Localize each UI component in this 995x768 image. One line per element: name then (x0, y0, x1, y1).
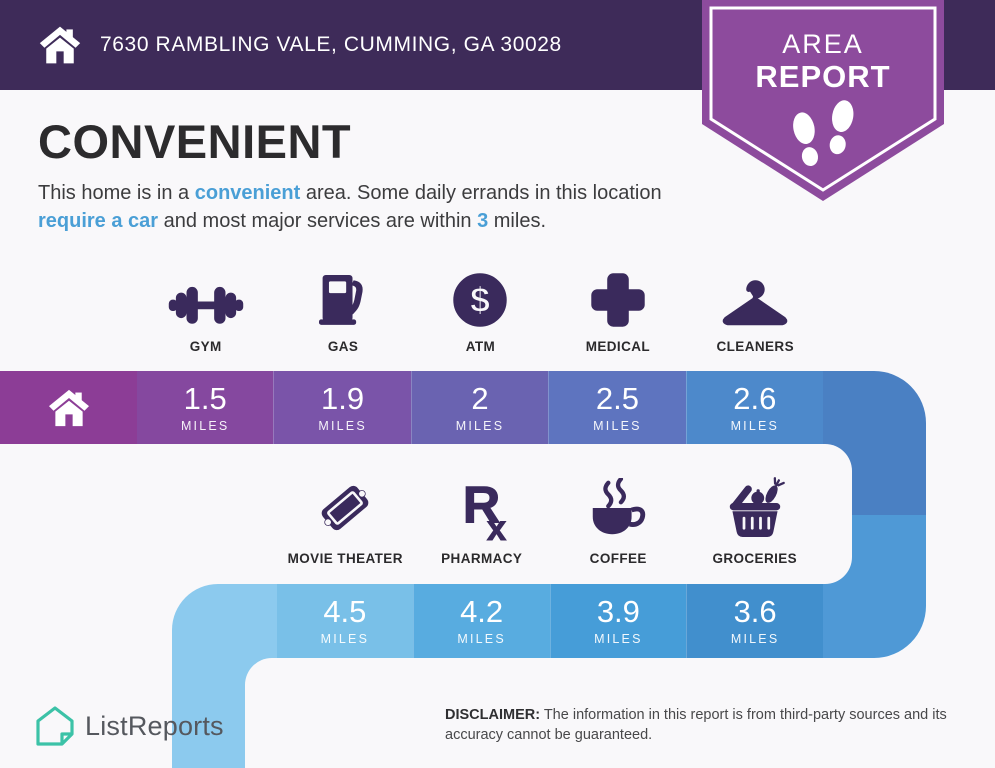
amenity-label: ATM (465, 339, 496, 354)
amenity-label: GAS (327, 339, 359, 354)
brand-name: ListReports (85, 710, 224, 741)
home-icon (48, 389, 89, 426)
amenity-label: PHARMACY (441, 551, 523, 566)
amenity-label: MEDICAL (585, 339, 651, 354)
distance-value: 2 (471, 380, 489, 416)
summary-text: This home is in a convenient area. Some … (38, 182, 662, 232)
distance-band-2: 4.5 MILES 4.2 MILES 3.9 MILES 3.6 MILES (277, 584, 823, 658)
ribbon-inner-corner-left (245, 658, 395, 768)
amenity-gas: GAS (274, 258, 411, 354)
distance-unit: MILES (593, 418, 642, 433)
badge-line2: REPORT (755, 59, 890, 94)
badge-line1: AREA (782, 29, 864, 59)
home-icon (39, 26, 81, 64)
distance-cell: 2.6 MILES (685, 371, 824, 444)
distance-unit: MILES (730, 632, 780, 646)
amenity-gym: GYM (137, 258, 274, 354)
distance-cell: 3.9 MILES (549, 584, 687, 658)
amenity-atm: $ ATM (412, 258, 549, 354)
gas-pump-icon (314, 258, 372, 330)
distance-cell: 2 MILES (410, 371, 549, 444)
distance-cell: 3.6 MILES (686, 584, 823, 658)
dollar-icon: $ (450, 258, 510, 330)
hanger-icon (719, 258, 791, 330)
distance-cell: 2.5 MILES (548, 371, 686, 444)
disclaimer-label: DISCLAIMER: (445, 707, 541, 723)
distance-value: 2.6 (733, 380, 777, 416)
amenity-medical: MEDICAL (549, 258, 686, 354)
distance-unit: MILES (455, 418, 505, 433)
area-report-badge: AREA REPORT (702, 0, 944, 201)
amenity-label: MOVIE THEATER (287, 551, 403, 566)
distance-value: 1.5 (183, 380, 227, 416)
distance-unit: MILES (457, 632, 506, 646)
distance-value: 1.9 (321, 380, 365, 416)
distance-value: 3.9 (596, 594, 640, 629)
med-cross-icon (588, 258, 648, 330)
amenity-movie-theater: MOVIE THEATER (277, 470, 414, 566)
rx-icon: R x (451, 470, 513, 542)
amenity-pharmacy: R x PHARMACY (414, 470, 551, 566)
listreports-logo: ListReports (35, 705, 224, 747)
distance-value: 2.5 (595, 380, 639, 416)
distance-unit: MILES (318, 418, 367, 433)
disclaimer: DISCLAIMER: The information in this repo… (445, 705, 950, 745)
band-home-cell (0, 371, 137, 444)
property-address: 7630 RAMBLING VALE, CUMMING, GA 30028 (100, 33, 562, 56)
amenity-label: GROCERIES (712, 551, 798, 566)
amenity-row-1: GYM GAS $ ATM (137, 258, 824, 354)
distance-band-1: 1.5 MILES 1.9 MILES 2 MILES 2.5 MILES 2.… (0, 371, 824, 444)
amenity-groceries: GROCERIES (687, 470, 824, 566)
distance-cell: 1.5 MILES (137, 371, 274, 444)
basket-icon (722, 470, 788, 542)
amenity-row-2: MOVIE THEATER R x PHARMACY COFFEE (277, 470, 823, 566)
ticket-icon (308, 470, 382, 542)
coffee-icon (585, 470, 651, 542)
distance-value: 3.6 (733, 594, 777, 629)
svg-text:x: x (487, 509, 507, 542)
disclaimer-text: The information in this report is from t… (445, 707, 947, 743)
ribbon-inner-corner-right (798, 444, 852, 584)
svg-text:$: $ (471, 280, 491, 320)
listreports-house-icon (36, 706, 74, 746)
page-title: CONVENIENT (38, 115, 352, 168)
amenity-label: GYM (189, 339, 222, 354)
distance-unit: MILES (594, 632, 643, 646)
distance-unit: MILES (730, 418, 780, 433)
distance-unit: MILES (180, 418, 230, 433)
dumbbell-icon (167, 258, 245, 330)
amenity-cleaners: CLEANERS (687, 258, 824, 354)
amenity-label: CLEANERS (716, 339, 794, 354)
distance-cell: 4.2 MILES (412, 584, 550, 658)
amenity-label: COFFEE (589, 551, 647, 566)
footprints-icon (793, 100, 854, 167)
distance-value: 4.2 (460, 594, 504, 629)
svg-text:R: R (462, 477, 500, 535)
distance-cell: 4.5 MILES (277, 584, 413, 658)
distance-cell: 1.9 MILES (273, 371, 411, 444)
ribbon-right-turn (823, 371, 926, 658)
distance-unit: MILES (320, 632, 370, 646)
distance-value: 4.5 (323, 594, 367, 629)
amenity-coffee: COFFEE (550, 470, 687, 566)
